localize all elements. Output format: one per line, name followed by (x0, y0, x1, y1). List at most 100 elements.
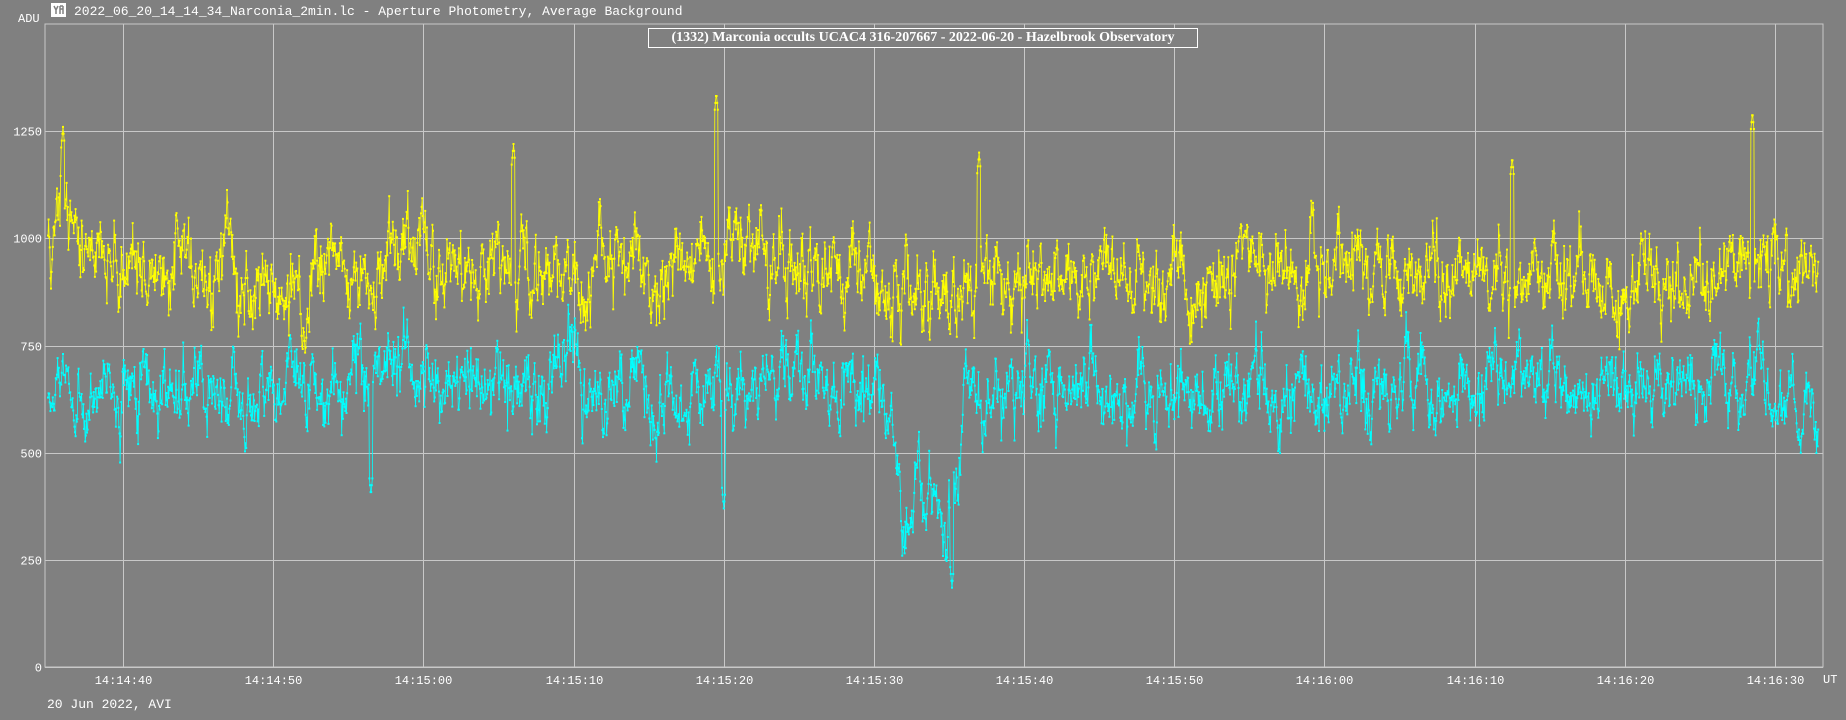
data-point (1626, 385, 1629, 387)
data-point (240, 409, 243, 412)
data-point (1305, 378, 1308, 381)
data-point (627, 403, 630, 406)
data-point (349, 278, 352, 281)
data-point (725, 362, 728, 365)
data-point (954, 321, 957, 324)
data-point (1142, 251, 1144, 254)
data-point (256, 403, 258, 406)
data-point (496, 220, 499, 223)
data-point (1101, 388, 1104, 390)
data-point (926, 497, 929, 500)
data-point (897, 467, 900, 470)
data-point (1221, 265, 1224, 267)
data-point (1387, 399, 1390, 402)
data-point (542, 404, 545, 407)
data-point (296, 365, 299, 368)
data-point (680, 384, 683, 387)
data-point (1113, 393, 1116, 395)
data-point (1419, 332, 1422, 334)
data-point (615, 237, 618, 240)
data-point (108, 249, 111, 252)
data-point (636, 345, 639, 348)
data-point (403, 247, 406, 250)
data-point (446, 247, 449, 250)
data-point (1097, 384, 1099, 387)
data-point (758, 377, 761, 380)
data-point (311, 353, 314, 356)
data-point (1095, 278, 1098, 281)
data-point (758, 246, 761, 249)
data-point (1239, 223, 1242, 226)
data-point (312, 267, 315, 270)
data-point (391, 238, 394, 241)
data-point (924, 305, 926, 307)
data-point (80, 393, 83, 395)
data-point (523, 266, 526, 269)
data-point (768, 373, 771, 376)
data-point (779, 360, 782, 363)
data-point (719, 414, 722, 417)
data-point (139, 257, 142, 260)
data-point (385, 369, 388, 372)
data-point (1076, 293, 1079, 296)
data-point (1138, 347, 1141, 350)
data-point (564, 380, 567, 383)
data-point (370, 287, 373, 289)
data-point (1551, 339, 1554, 342)
data-point (1157, 304, 1160, 307)
data-point (761, 234, 764, 237)
data-point (910, 296, 913, 299)
data-point (1261, 367, 1264, 370)
data-point (793, 261, 796, 264)
data-point (231, 366, 234, 369)
data-point (1056, 418, 1059, 421)
data-point (854, 250, 857, 253)
data-point (1217, 371, 1220, 373)
data-point (866, 245, 869, 248)
data-point (444, 283, 447, 286)
data-point (361, 268, 364, 271)
data-point (1640, 374, 1643, 377)
data-point (1225, 276, 1228, 279)
data-point (1703, 420, 1706, 423)
data-point (923, 517, 926, 519)
data-point (972, 312, 974, 315)
data-point (1393, 391, 1396, 393)
data-point (1098, 249, 1101, 252)
data-point (718, 279, 721, 282)
data-point (864, 262, 867, 265)
data-point (1271, 401, 1274, 404)
data-point (125, 379, 128, 381)
data-point (1601, 372, 1603, 375)
data-point (1170, 399, 1173, 402)
data-point (1334, 387, 1337, 390)
data-point (848, 361, 851, 363)
data-point (182, 341, 185, 344)
data-point (251, 313, 254, 316)
data-point (437, 380, 440, 383)
data-point (1190, 389, 1193, 392)
data-point (662, 423, 665, 426)
data-point (59, 381, 62, 384)
data-point (320, 403, 323, 405)
data-point (226, 201, 229, 204)
data-point (996, 271, 999, 274)
data-point (478, 383, 481, 386)
data-point (1712, 345, 1715, 348)
data-point (566, 339, 569, 342)
data-point (1155, 272, 1158, 275)
data-point (187, 216, 190, 219)
data-point (696, 242, 699, 245)
data-point (1607, 394, 1610, 397)
data-point (699, 403, 702, 406)
data-point (900, 520, 902, 523)
data-point (544, 416, 547, 419)
data-point (474, 282, 477, 285)
data-point (288, 301, 291, 304)
data-point (302, 362, 305, 365)
data-point (818, 310, 821, 313)
data-point (435, 374, 438, 377)
data-point (939, 312, 941, 314)
data-point (1414, 386, 1417, 389)
data-point (418, 400, 421, 403)
